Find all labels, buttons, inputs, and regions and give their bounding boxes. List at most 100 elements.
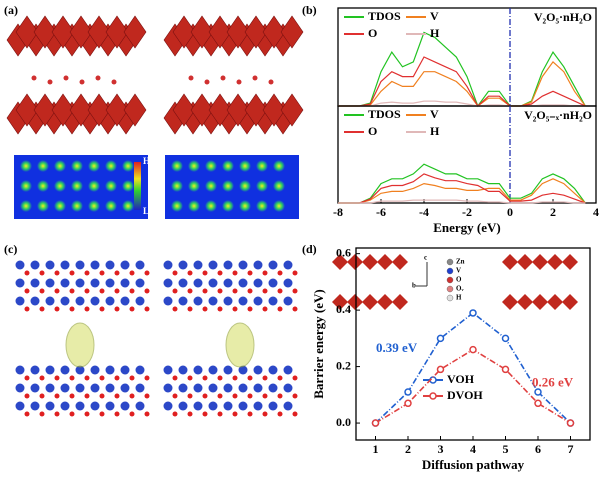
o-atom — [262, 393, 268, 399]
series-line — [374, 311, 572, 424]
octahedron — [377, 294, 393, 310]
colorbar-low: Low — [143, 206, 161, 216]
v-atom — [60, 296, 70, 306]
v-atom — [45, 260, 55, 270]
density-spot — [54, 160, 66, 172]
o-atom — [39, 288, 45, 294]
o-atom — [247, 306, 253, 312]
density-spot — [122, 160, 134, 172]
v-atom — [105, 365, 115, 375]
inset-axis: c — [424, 254, 427, 262]
x-tick-label: 6 — [535, 442, 541, 456]
v-atom — [90, 401, 100, 411]
octahedron — [562, 294, 578, 310]
density-spot — [122, 180, 134, 192]
o-atom — [232, 288, 238, 294]
density-spot — [222, 180, 234, 192]
v-atom — [105, 296, 115, 306]
o-atom — [247, 375, 253, 381]
y-tick-label: 0.6 — [336, 245, 351, 259]
octahedron — [517, 294, 533, 310]
atom — [63, 75, 69, 81]
o-atom — [202, 288, 208, 294]
annotation: V₂O₅·nH₂O — [534, 10, 592, 24]
x-axis-label: Diffusion pathway — [422, 457, 525, 472]
o-atom — [292, 306, 298, 312]
x-tick-label: -8 — [333, 205, 343, 219]
series-line — [338, 199, 586, 204]
density-spot — [273, 180, 285, 192]
octahedron — [244, 93, 268, 127]
v-atom — [60, 278, 70, 288]
v-atom — [178, 383, 188, 393]
o-atom — [144, 411, 150, 417]
o-atom — [129, 375, 135, 381]
legend-label: H — [430, 124, 440, 138]
o-atom — [24, 393, 30, 399]
v-atom — [120, 401, 130, 411]
octahedron — [362, 294, 378, 310]
v-atom — [45, 383, 55, 393]
v-atom — [238, 383, 248, 393]
octahedron — [190, 93, 214, 127]
series-line — [338, 31, 586, 108]
octahedron — [532, 294, 548, 310]
atom — [204, 79, 210, 85]
v-atom — [238, 296, 248, 306]
octahedron — [262, 93, 286, 127]
o-atom — [24, 306, 30, 312]
v-atom — [60, 401, 70, 411]
v-atom — [30, 365, 40, 375]
v-atom — [283, 383, 293, 393]
v-atom — [238, 260, 248, 270]
legend-atom — [446, 276, 454, 284]
inset-axis: b — [412, 282, 416, 290]
v-atom — [90, 365, 100, 375]
o-atom — [187, 375, 193, 381]
density-spot — [188, 160, 200, 172]
annotation: V₂O₅₋ₓ·nH₂O — [524, 108, 592, 122]
density-spot — [71, 160, 83, 172]
v-atom — [253, 401, 263, 411]
o-atom — [39, 411, 45, 417]
octahedron — [105, 15, 129, 49]
density-spot — [88, 160, 100, 172]
octahedron — [280, 15, 304, 49]
o-atom — [217, 306, 223, 312]
octahedron — [172, 15, 196, 49]
o-atom — [277, 375, 283, 381]
o-atom — [99, 306, 105, 312]
o-atom — [232, 411, 238, 417]
density-spot — [71, 180, 83, 192]
octahedron — [87, 93, 111, 127]
octahedron — [172, 93, 196, 127]
o-atom — [202, 270, 208, 276]
v-atom — [45, 365, 55, 375]
o-atom — [69, 270, 75, 276]
o-atom — [277, 393, 283, 399]
o-atom — [39, 270, 45, 276]
v-atom — [193, 365, 203, 375]
density-spot — [88, 180, 100, 192]
atom — [31, 75, 37, 81]
o-atom — [202, 393, 208, 399]
series-line — [338, 100, 586, 107]
atom — [252, 75, 258, 81]
o-atom — [129, 411, 135, 417]
inset-legend-label: V — [456, 267, 461, 275]
o-atom — [54, 375, 60, 381]
octahedron — [392, 294, 408, 310]
density-spot — [171, 180, 183, 192]
legend-atom — [446, 258, 454, 266]
atom — [220, 75, 226, 81]
density-spot — [205, 180, 217, 192]
v-atom — [238, 401, 248, 411]
density-spot — [105, 180, 117, 192]
v-atom — [268, 296, 278, 306]
o-atom — [69, 393, 75, 399]
o-atom — [24, 288, 30, 294]
v-atom — [45, 278, 55, 288]
series-marker — [404, 388, 412, 396]
density-spot — [273, 160, 285, 172]
v-atom — [60, 260, 70, 270]
